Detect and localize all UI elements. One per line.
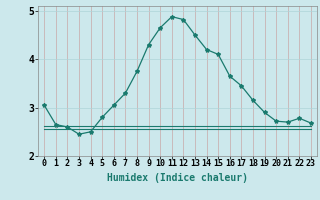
- X-axis label: Humidex (Indice chaleur): Humidex (Indice chaleur): [107, 173, 248, 183]
